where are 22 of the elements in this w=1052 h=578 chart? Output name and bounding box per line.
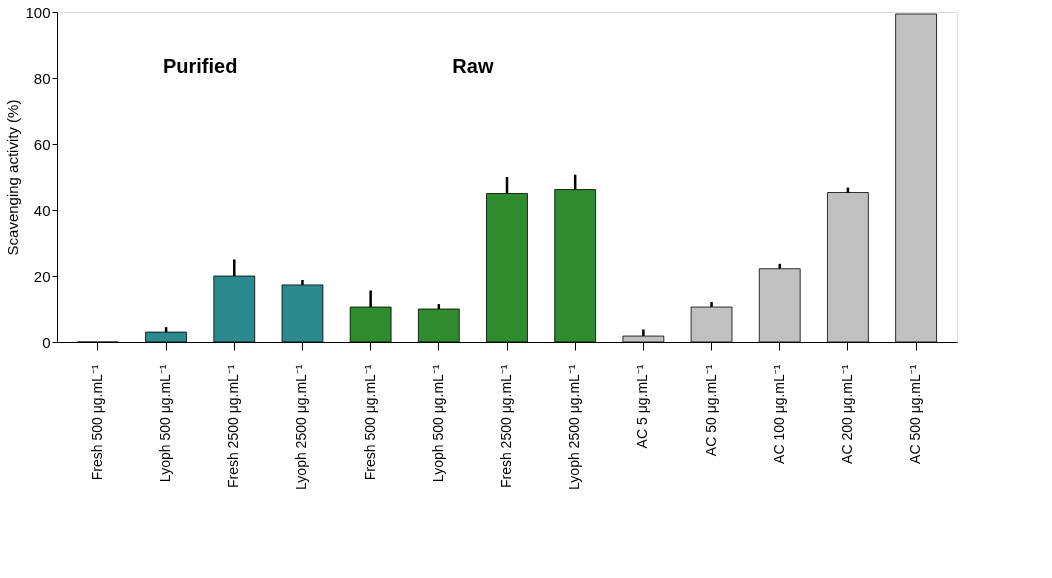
- x-tick-label: Lyoph 2500 μg.mL⁻¹: [566, 364, 583, 490]
- y-axis-title: Scavenging activity (%): [4, 99, 22, 256]
- x-tick-label: Lyoph 2500 μg.mL⁻¹: [293, 364, 310, 490]
- y-tick-label: 100: [25, 3, 51, 21]
- y-tick-label: 40: [33, 201, 51, 219]
- x-tick-label: AC 200 μg.mL⁻¹: [838, 364, 855, 464]
- y-tick-label: 0: [42, 333, 51, 351]
- annotation: Raw: [452, 55, 494, 77]
- x-tick-label: AC 500 μg.mL⁻¹: [907, 364, 924, 464]
- x-tick-label: Lyoph 500 μg.mL⁻¹: [429, 364, 446, 483]
- x-tick-label: Fresh 2500 μg.mL⁻¹: [225, 364, 242, 489]
- y-tick-label: 80: [33, 69, 51, 87]
- x-tick-label: Lyoph 500 μg.mL⁻¹: [157, 364, 174, 483]
- annotation: Purified: [162, 55, 238, 77]
- x-tick-label: Fresh 500 μg.mL⁻¹: [361, 364, 378, 481]
- x-tick-label: Fresh 2500 μg.mL⁻¹: [498, 364, 514, 489]
- y-tick-label: 20: [33, 267, 51, 285]
- x-tick-label: AC 100 μg.mL⁻¹: [770, 364, 787, 464]
- x-tick-label: Fresh 500 μg.mL⁻¹: [88, 364, 105, 481]
- x-tick-label: AC 5 μg.mL⁻¹: [634, 364, 651, 449]
- y-tick-label: 60: [33, 135, 51, 153]
- x-tick-label: AC 50 μg.mL⁻¹: [702, 364, 719, 457]
